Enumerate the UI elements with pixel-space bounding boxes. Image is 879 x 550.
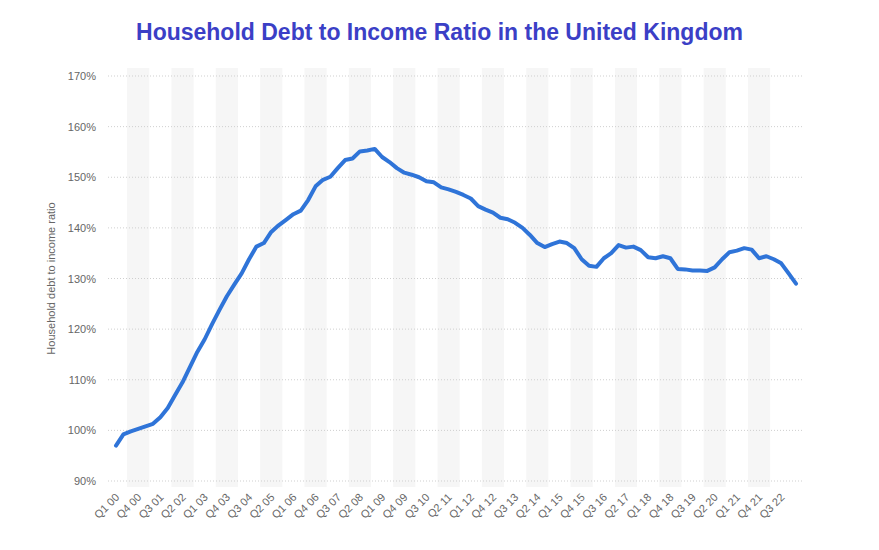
- chart-title: Household Debt to Income Ratio in the Un…: [136, 19, 743, 45]
- background-band: [438, 68, 460, 487]
- y-tick-label: 160%: [68, 121, 96, 133]
- background-band: [571, 68, 593, 487]
- y-tick-label: 90%: [74, 475, 96, 487]
- background-band: [171, 68, 193, 487]
- data-line: [116, 149, 796, 446]
- grid-line: [108, 329, 802, 330]
- grid-line: [108, 126, 802, 127]
- background-band: [659, 68, 681, 487]
- x-axis: Q1 00Q4 00Q3 01Q2 02Q1 03Q4 03Q3 04Q2 05…: [92, 491, 787, 521]
- grid-line: [108, 278, 802, 279]
- y-tick-label: 140%: [68, 222, 96, 234]
- grid-line: [108, 379, 802, 380]
- background-band: [526, 68, 548, 487]
- background-bands: [127, 68, 770, 487]
- grid-line: [108, 430, 802, 431]
- background-band: [393, 68, 415, 487]
- x-tick-label: Q3 22: [757, 491, 787, 521]
- y-tick-label: 130%: [68, 273, 96, 285]
- y-tick-label: 150%: [68, 171, 96, 183]
- grid-line: [108, 481, 802, 482]
- chart: 90% 100% 110% 120% 130% 140% 150% 160% 170% House…: [0, 0, 879, 550]
- y-tick-label: 110%: [69, 374, 97, 386]
- y-axis-title: Household debt to income ratio: [45, 202, 57, 354]
- y-axis: 90% 100% 110% 120% 130% 140% 150% 160% 170%: [68, 70, 802, 487]
- background-band: [349, 68, 371, 487]
- background-band: [615, 68, 637, 487]
- grid-line: [108, 177, 802, 178]
- grid-line: [108, 76, 802, 77]
- background-band: [748, 68, 770, 487]
- plot-area: [116, 149, 796, 446]
- x-tick-label: Q3 10: [402, 491, 432, 521]
- background-band: [704, 68, 726, 487]
- y-tick-label: 120%: [68, 323, 96, 335]
- grid-line: [108, 227, 802, 228]
- background-band: [304, 68, 326, 487]
- background-band: [260, 68, 282, 487]
- y-tick-label: 100%: [68, 424, 96, 436]
- y-tick-label: 170%: [68, 70, 96, 82]
- background-band: [482, 68, 504, 487]
- background-band: [216, 68, 238, 487]
